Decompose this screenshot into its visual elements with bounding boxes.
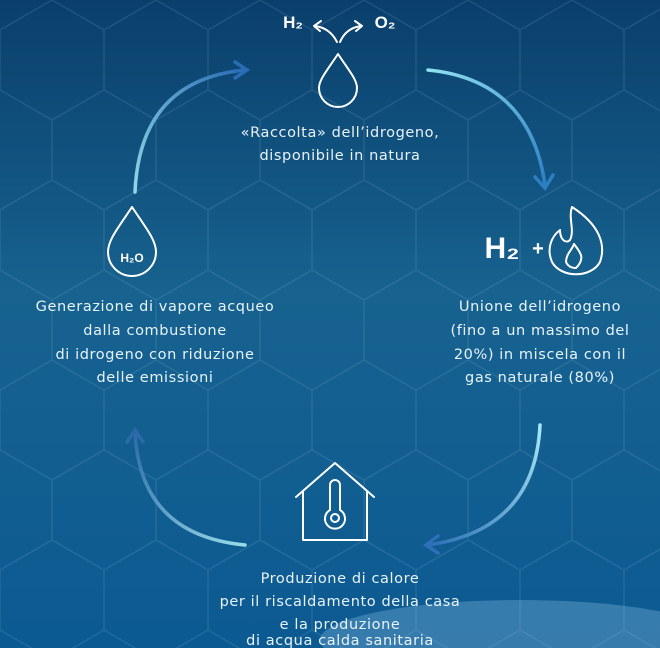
blending-text: gas naturale (80%) (465, 370, 615, 386)
vapour-text: di idrogeno con riduzione (55, 347, 254, 363)
vapour-text: delle emissioni (96, 370, 213, 386)
plus-sign: + (532, 238, 544, 260)
heating-text: per il riscaldamento della casa (220, 594, 461, 610)
heating-text: Produzione di calore (261, 571, 420, 587)
h2-label: H₂ (283, 13, 303, 32)
heating-text: e la produzione (280, 617, 401, 633)
h2o-label: H₂O (120, 251, 143, 265)
blending-text: (fino a un massimo del (450, 323, 629, 339)
h2-label: H₂ (485, 232, 520, 265)
vapour-text: Generazione di vapore acqueo (36, 299, 275, 315)
blending-text: 20%) in miscela con il (454, 347, 626, 363)
diagram: H₂ O₂ «Raccolta» dell’idrogeno, disponib… (0, 0, 660, 648)
collection-text: «Raccolta» dell’idrogeno, (241, 125, 440, 141)
o2-label: O₂ (375, 13, 396, 32)
heating-text: di acqua calda sanitaria (246, 633, 434, 648)
collection-text: disponibile in natura (259, 148, 420, 164)
vapour-text: dalla combustione (83, 323, 226, 339)
page: H₂ O₂ «Raccolta» dell’idrogeno, disponib… (0, 0, 660, 648)
blending-text: Unione dell’idrogeno (459, 299, 621, 315)
